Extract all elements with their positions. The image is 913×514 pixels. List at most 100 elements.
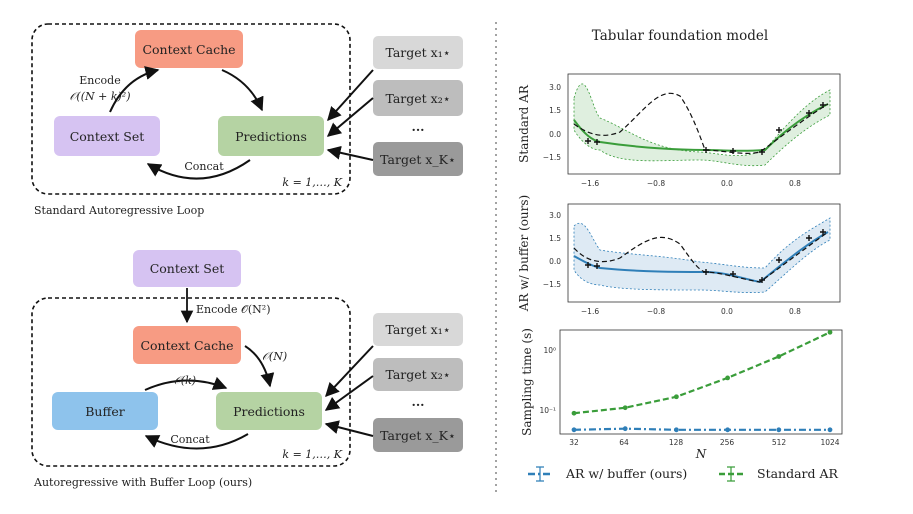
buffer-ar-panel <box>567 203 841 303</box>
timing-xtick-1: 32 <box>569 438 579 447</box>
buffer-loop-frame <box>31 297 351 467</box>
timing-point-0-1 <box>622 426 628 432</box>
timing-series-line-0 <box>573 427 830 431</box>
mid-xtick-2: −0.8 <box>647 307 665 316</box>
buffer-concat-arrow <box>144 433 249 450</box>
buffer-loop-caption: Autoregressive with Buffer Loop (ours) <box>33 476 252 489</box>
mid-ytick-2: 1.5 <box>549 234 561 243</box>
mid-ytick-1: 3.0 <box>549 211 561 220</box>
on-cost-label: 𝒪(N) <box>262 350 287 363</box>
buffer-box <box>52 392 158 430</box>
encode-arrow <box>109 66 160 113</box>
target-1-label: Target x₁⋆ <box>385 45 450 60</box>
buffer-target-2-box <box>373 358 463 391</box>
timing-point-1-0 <box>571 410 577 416</box>
legend: AR w/ buffer (ours) Standard AR <box>528 466 839 482</box>
timing-point-0-2 <box>674 427 679 433</box>
buffer-predictions-box <box>216 392 322 430</box>
target-k-box <box>373 142 463 176</box>
context-set-box <box>54 116 160 156</box>
buffer-target-1-box <box>373 313 463 346</box>
target-2-arrow <box>326 97 374 137</box>
timing-point-0-0 <box>571 427 577 433</box>
timing-xtick-2: 64 <box>619 438 629 447</box>
encode-cost-label: 𝒪((N + k)²) <box>69 90 130 103</box>
timing-xtick-3: 128 <box>669 438 684 447</box>
timing-ylabel: Sampling time (s) <box>520 328 534 436</box>
buffer-target-2-label: Target x₂⋆ <box>385 367 450 382</box>
targets-ellipsis: ··· <box>411 122 424 137</box>
buffer-target-k-arrow <box>324 420 374 437</box>
mid-xtick-3: 0.0 <box>721 307 733 316</box>
buffer-predictions-label: Predictions <box>233 404 305 419</box>
legend-standard-label: Standard AR <box>757 466 839 481</box>
timing-point-1-4 <box>776 354 782 359</box>
context-cache-label: Context Cache <box>142 42 235 57</box>
target-k-label: Target x_K⋆ <box>380 152 456 167</box>
mid-ylabel: AR w/ buffer (ours) <box>517 195 531 312</box>
legend-standard-errorbar <box>727 466 735 482</box>
standard-ar-context-points <box>585 102 826 155</box>
on-arrow <box>244 345 275 388</box>
cache-to-predictions-arrow <box>221 69 264 112</box>
buffer-target-k-label: Target x_K⋆ <box>380 428 456 443</box>
predictions-box <box>218 116 324 156</box>
buffer-targets-ellipsis: ··· <box>411 397 424 412</box>
encode-label: Encode <box>79 74 120 87</box>
target-1-box <box>373 36 463 69</box>
buffer-ar-context-points <box>585 229 826 283</box>
standard-ar-band <box>573 83 831 167</box>
timing-ytick-top: 10⁰ <box>543 346 556 355</box>
timing-xtick-4: 256 <box>720 438 735 447</box>
timing-point-0-3 <box>725 427 730 433</box>
target-2-box <box>373 80 463 116</box>
timing-xtick-5: 512 <box>772 438 787 447</box>
buffer-target-1-label: Target x₁⋆ <box>385 322 450 337</box>
legend-buffer-errorbar <box>536 466 544 482</box>
buffer-label: Buffer <box>85 404 125 419</box>
buffer-concat-label: Concat <box>170 433 210 446</box>
timing-series-line-1 <box>573 331 831 415</box>
buffer-target-k-box <box>373 418 463 452</box>
mid-xtick-4: 0.8 <box>789 307 801 316</box>
buffer-target-2-arrow <box>324 375 374 411</box>
top-ytick-2: 1.5 <box>549 106 561 115</box>
standard-ar-truth <box>573 92 829 154</box>
standard-loop-frame <box>31 23 351 195</box>
top-ylabel: Standard AR <box>517 84 531 163</box>
mid-ytick-3: 0.0 <box>549 257 561 266</box>
top-xtick-3: 0.0 <box>721 179 733 188</box>
ok-arrow <box>144 376 228 391</box>
standard-ar-panel <box>567 73 841 175</box>
right-title: Tabular foundation model <box>592 28 768 44</box>
top-ytick-3: 0.0 <box>549 130 561 139</box>
buffer-k-range-label: k = 1,…, K <box>282 448 342 461</box>
concat-label: Concat <box>184 160 224 173</box>
mid-xtick-1: −1.6 <box>581 307 599 316</box>
timing-point-0-4 <box>776 427 782 433</box>
mid-ytick-4: −1.5 <box>543 280 561 289</box>
standard-loop-caption: Standard Autoregressive Loop <box>34 204 204 217</box>
buffer-context-set-label: Context Set <box>150 261 225 276</box>
ok-cost-label: 𝒪(k) <box>174 374 196 387</box>
target-1-arrow <box>327 69 374 122</box>
top-ytick-1: 3.0 <box>549 83 561 92</box>
timing-point-1-1 <box>622 405 628 411</box>
buffer-context-cache-label: Context Cache <box>140 338 233 353</box>
timing-point-1-3 <box>725 375 730 381</box>
top-ytick-4: −1.5 <box>543 153 561 162</box>
top-xtick-1: −1.6 <box>581 179 599 188</box>
concat-arrow <box>146 159 251 180</box>
k-range-label: k = 1,…, K <box>282 176 342 189</box>
timing-point-1-5 <box>827 329 833 335</box>
buffer-ar-band <box>573 217 831 293</box>
buffer-ar-truth <box>573 231 829 283</box>
timing-chart <box>559 329 843 435</box>
buffer-target-1-arrow <box>325 345 374 398</box>
predictions-label: Predictions <box>235 129 307 144</box>
context-cache-box <box>135 30 243 68</box>
buffer-encode-label: Encode 𝒪(N²) <box>196 303 271 316</box>
timing-xtick-6: 1024 <box>820 438 839 447</box>
